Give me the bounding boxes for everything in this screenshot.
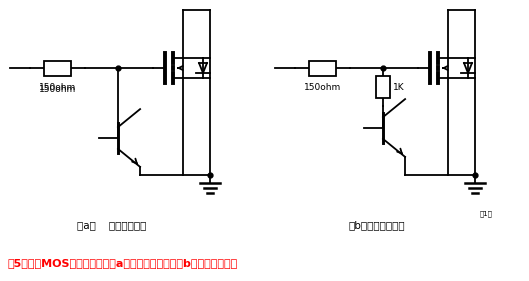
Bar <box>309 60 336 76</box>
Text: （a）    快速关断电路: （a） 快速关断电路 <box>77 220 147 230</box>
Text: 慢1初: 慢1初 <box>480 210 493 217</box>
Bar <box>376 76 390 98</box>
Text: 150ohm: 150ohm <box>39 85 76 94</box>
Bar <box>44 60 71 76</box>
Text: 150ohm: 150ohm <box>304 83 341 92</box>
Text: （b）慢速关断电路: （b）慢速关断电路 <box>349 220 405 230</box>
Text: 150ohm: 150ohm <box>39 83 76 92</box>
Text: 1K: 1K <box>393 83 405 92</box>
Text: 图5：功率MOS管关断电路。（a）快速关断电路；（b）慢速关断电路: 图5：功率MOS管关断电路。（a）快速关断电路；（b）慢速关断电路 <box>8 258 238 268</box>
